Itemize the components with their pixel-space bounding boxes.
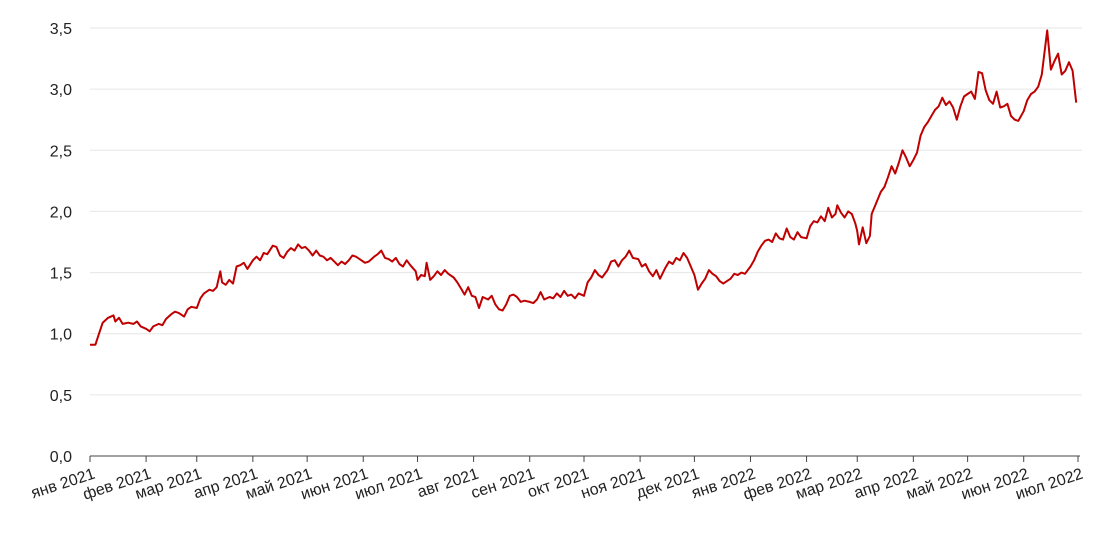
y-tick-label: 1,5 (50, 266, 72, 283)
y-tick-label: 1,0 (50, 327, 72, 344)
gridlines (90, 27, 1082, 396)
y-axis-ticks: 0,0 0,5 1,0 1,5 2,0 2,5 3,0 3,5 (50, 21, 72, 466)
series-line (90, 29, 1078, 346)
y-tick-label: 2,5 (50, 143, 72, 160)
series-layer (90, 29, 1078, 346)
y-tick-label: 3,0 (50, 82, 72, 99)
x-tick-label: дек 2021 (634, 466, 701, 502)
y-tick-label: 0,5 (50, 388, 72, 405)
y-tick-label: 0,0 (50, 449, 72, 466)
y-tick-label: 2,0 (50, 204, 72, 221)
y-tick-label: 3,5 (50, 21, 72, 38)
x-tick-label: авг 2021 (415, 466, 481, 502)
